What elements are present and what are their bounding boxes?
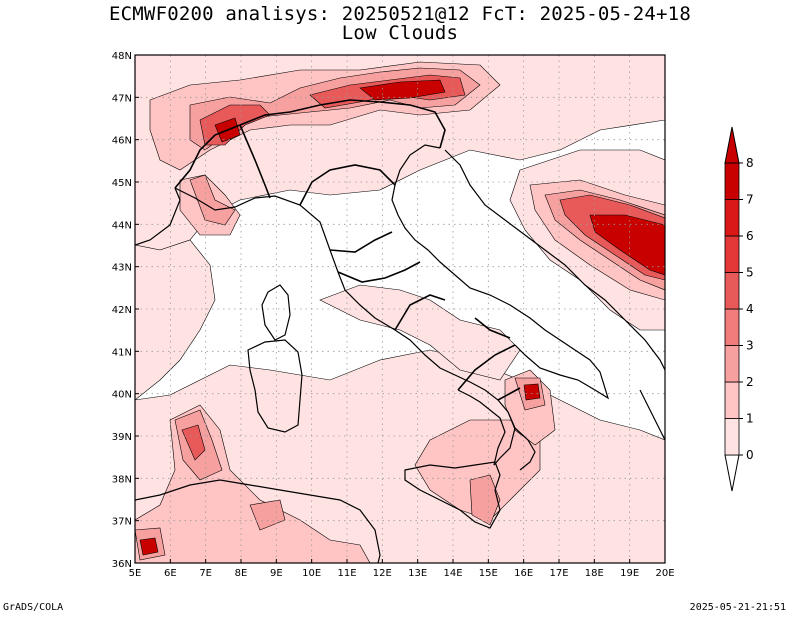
colorbar-label: 2	[746, 375, 754, 389]
colorbar-label: 1	[746, 412, 754, 426]
colorbar-swatch	[724, 272, 740, 310]
map-title: ECMWF0200 analisys: 20250521@12 FcT: 202…	[109, 3, 691, 25]
footer-credit: GrADS/COLA	[3, 602, 64, 613]
lat-tick-label: 48N	[112, 51, 132, 62]
corsica-coastline	[261, 284, 291, 341]
lat-tick-label: 43N	[112, 263, 132, 274]
lon-tick-label: 17E	[549, 568, 568, 579]
lon-tick-label: 12E	[373, 568, 392, 579]
colorbar-label: 5	[746, 266, 754, 280]
lon-tick-label: 11E	[337, 568, 356, 579]
lat-tick-label: 38N	[112, 474, 132, 485]
lat-tick-label: 42N	[112, 305, 132, 316]
sicily-coastline	[404, 461, 501, 529]
greece-coastline	[639, 389, 665, 441]
colorbar-over-triangle	[724, 126, 740, 164]
france-coastline	[135, 187, 181, 246]
lon-tick-label: 18E	[585, 568, 604, 579]
colorbar-swatch	[724, 418, 740, 456]
coastlines	[135, 144, 665, 563]
colorbar-under-triangle	[724, 454, 740, 492]
field-level-3-sicily	[469, 474, 501, 526]
lon-tick-label: 14E	[443, 568, 462, 579]
lon-tick-label: 19E	[620, 568, 639, 579]
colorbar-label: 3	[746, 339, 754, 353]
alps-border	[174, 99, 446, 189]
lon-tick-label: 9E	[270, 568, 283, 579]
colorbar-label: 7	[746, 193, 754, 207]
field-level-2-sicily	[414, 419, 541, 521]
colorbar-label: 0	[746, 448, 754, 462]
colorbar-swatch	[724, 235, 740, 273]
lon-tick-label: 16E	[514, 568, 533, 579]
lon-tick-label: 13E	[408, 568, 427, 579]
colorbar-label: 4	[746, 302, 754, 316]
colorbar-swatch	[724, 199, 740, 237]
lon-tick-label: 7E	[199, 568, 212, 579]
lon-tick-label: 15E	[479, 568, 498, 579]
field-level-8-alps	[359, 79, 446, 101]
lat-tick-label: 45N	[112, 178, 132, 189]
field-level-5-algeria	[181, 424, 206, 461]
axis-labels: 5E 6E 7E 8E 9E 10E 11E 12E 13E 14E 15E 16E 17E 18E 19E…	[112, 51, 675, 579]
country-borders	[174, 99, 521, 401]
colorbar-swatch	[724, 162, 740, 200]
field-level-1-west	[135, 239, 216, 401]
lat-tick-label: 40N	[112, 390, 132, 401]
balkan-coastline	[444, 149, 665, 371]
cloud-cover-field	[135, 55, 665, 563]
lat-tick-label: 46N	[112, 136, 132, 147]
lon-tick-label: 8E	[235, 568, 248, 579]
map-subtitle: Low Clouds	[341, 22, 459, 44]
colorbar-swatch	[724, 345, 740, 383]
lat-tick-label: 39N	[112, 432, 132, 443]
lon-tick-label: 10E	[302, 568, 321, 579]
graticule	[135, 55, 665, 563]
lon-tick-label: 20E	[655, 568, 674, 579]
lat-tick-label: 36N	[112, 559, 132, 570]
field-level-3-west-alps	[189, 174, 236, 226]
colorbar-label: 8	[746, 156, 754, 170]
lat-tick-label: 44N	[112, 220, 132, 231]
region-borders	[239, 124, 521, 401]
colorbar-label: 6	[746, 229, 754, 243]
field-level-8-tunisia	[139, 537, 159, 556]
sardinia-coastline	[247, 339, 303, 433]
colorbar: 0 1 2 3 4 5 6 7 8	[724, 126, 754, 492]
footer-timestamp: 2025-05-21-21:51	[689, 602, 786, 613]
lat-tick-label: 41N	[112, 347, 132, 358]
field-level-8-calabria	[523, 383, 541, 401]
lat-tick-label: 37N	[112, 517, 132, 528]
africa-coastline	[135, 479, 381, 563]
colorbar-swatch	[724, 308, 740, 346]
colorbar-swatch	[724, 381, 740, 419]
lon-tick-label: 5E	[129, 568, 142, 579]
lon-tick-label: 6E	[164, 568, 177, 579]
field-level-8-adriatic	[589, 214, 665, 276]
italy-coastline	[174, 144, 610, 471]
lat-tick-label: 47N	[112, 93, 132, 104]
